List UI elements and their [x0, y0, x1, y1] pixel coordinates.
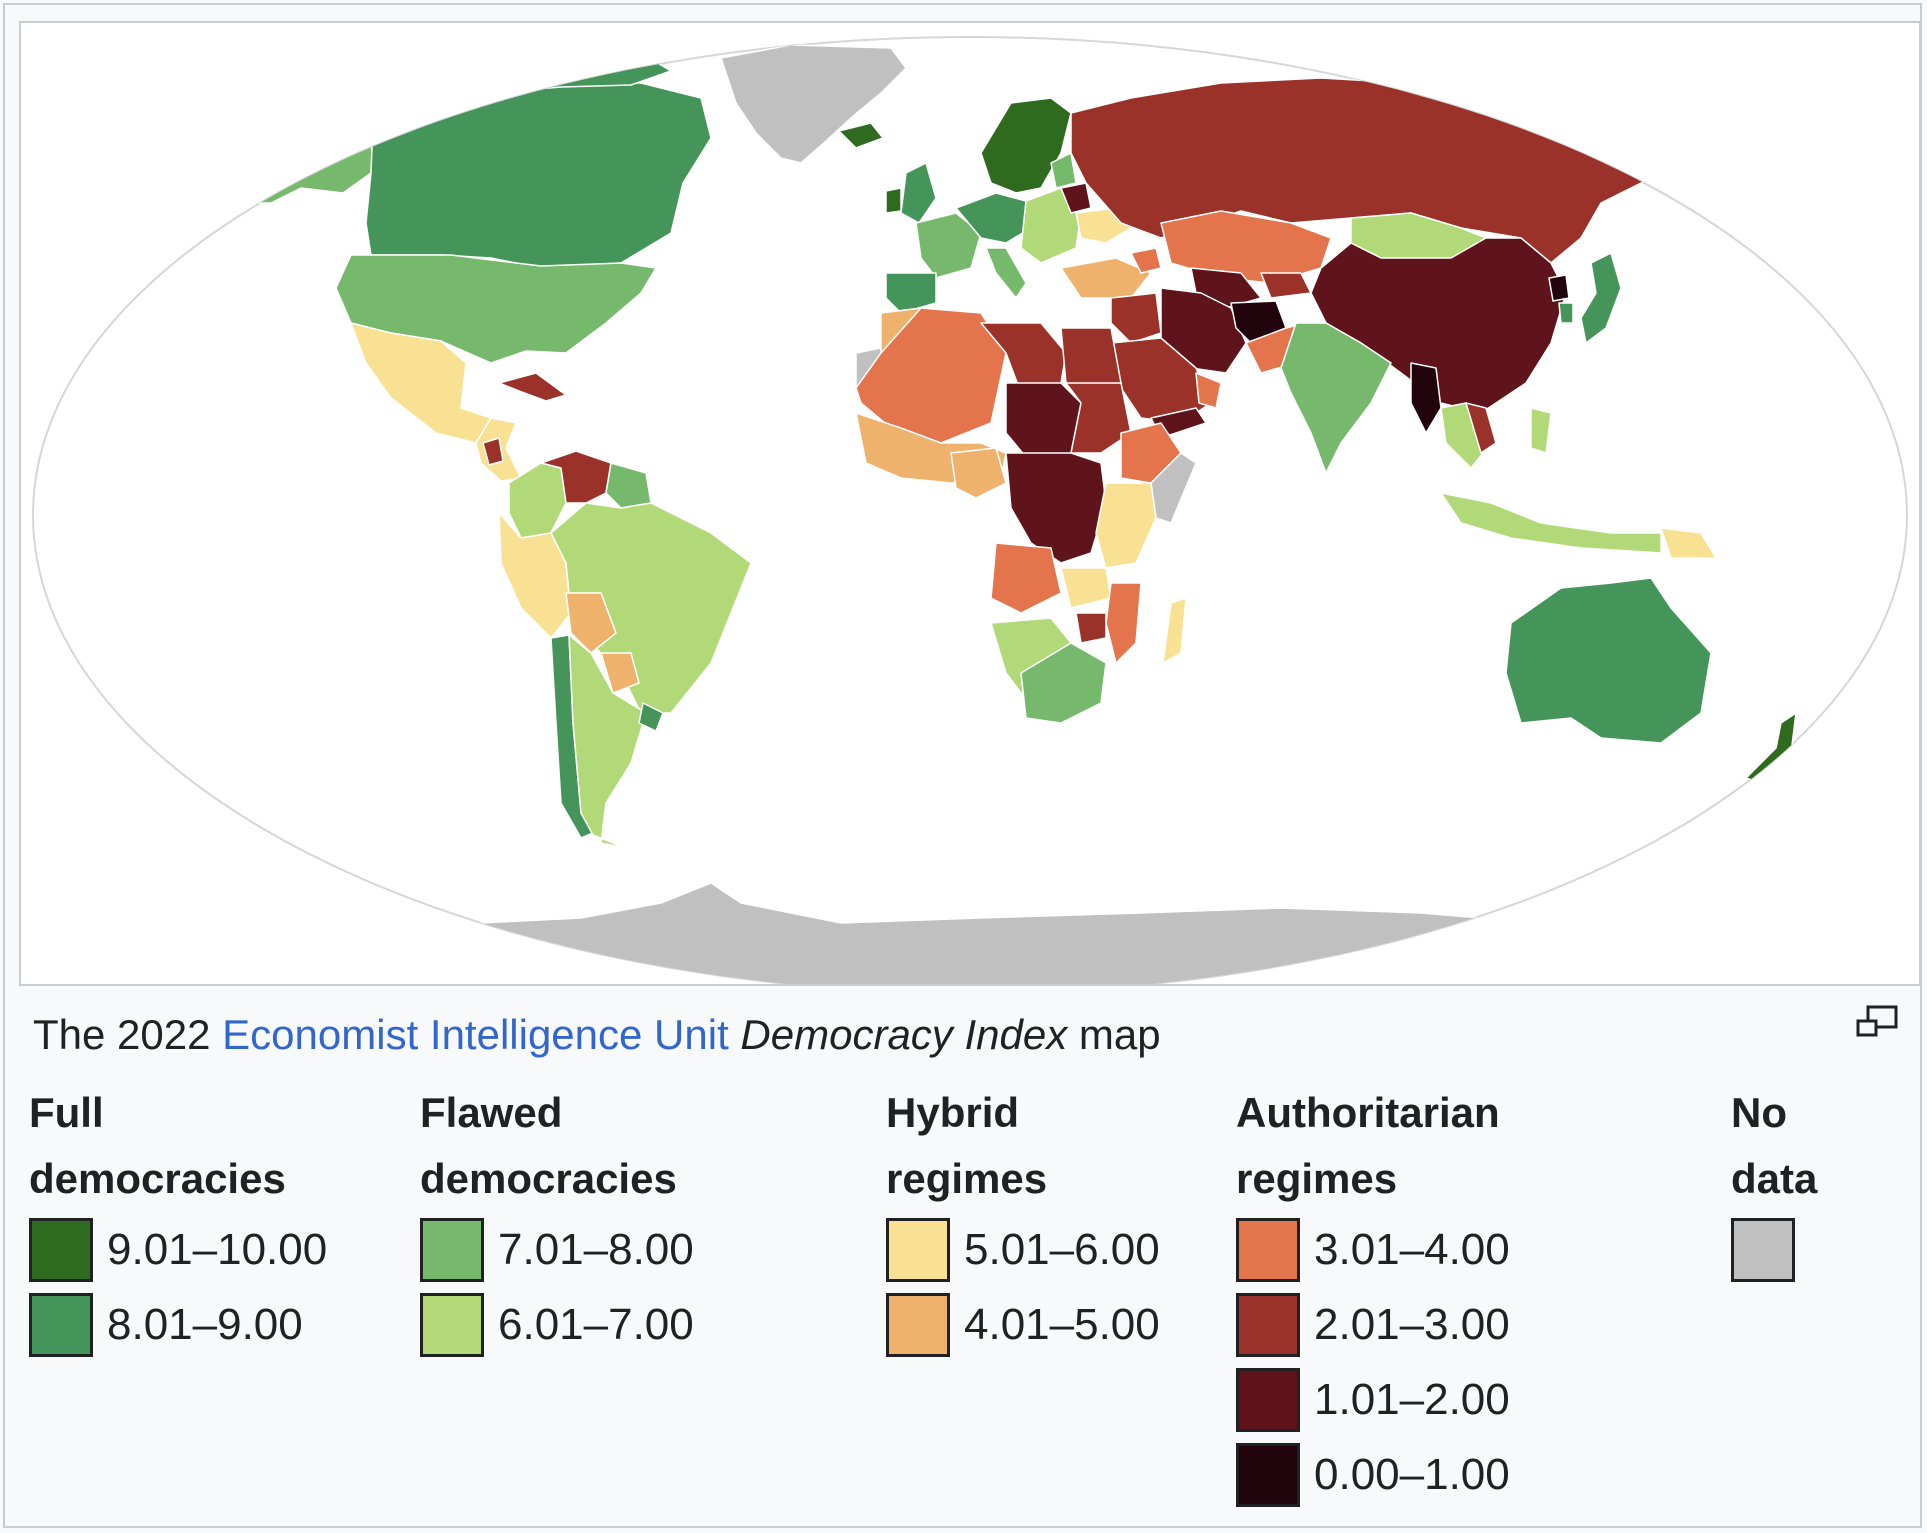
region-cuba[interactable]	[498, 372, 567, 402]
region-venezuela[interactable]	[540, 450, 612, 504]
legend-swatch	[29, 1217, 93, 1282]
region-south-korea[interactable]	[1558, 302, 1574, 324]
legend-label: 3.01–4.00	[1314, 1224, 1510, 1274]
legend-swatch	[1731, 1217, 1795, 1282]
region-turkey[interactable]	[1060, 257, 1152, 299]
infobox-frame: The 2022 Economist Intelligence Unit Dem…	[3, 3, 1922, 1528]
region-png[interactable]	[1660, 527, 1717, 559]
legend-swatch	[420, 1292, 484, 1357]
region-caucasus[interactable]	[1130, 247, 1162, 274]
region-iraq-syria[interactable]	[1110, 292, 1162, 344]
region-south-africa[interactable]	[1020, 642, 1107, 724]
legend-label: 6.01–7.00	[498, 1299, 694, 1349]
region-scandinavia[interactable]	[980, 97, 1072, 194]
region-philippines[interactable]	[1530, 407, 1552, 454]
legend-label: 0.00–1.00	[1314, 1449, 1510, 1499]
legend-item: 7.01–8.00	[420, 1212, 694, 1287]
legend-swatch	[1236, 1367, 1300, 1432]
world-map[interactable]	[19, 21, 1921, 986]
region-iceland[interactable]	[838, 122, 884, 149]
legend-label: 9.01–10.00	[107, 1224, 328, 1274]
legend-group-no-data: No data	[1731, 1080, 1817, 1287]
legend-label: 5.01–6.00	[964, 1224, 1160, 1274]
caption-suffix: map	[1067, 1011, 1161, 1058]
region-east-africa[interactable]	[1095, 482, 1157, 569]
legend-label: 8.01–9.00	[107, 1299, 303, 1349]
region-baltics[interactable]	[1050, 152, 1077, 189]
region-nigeria[interactable]	[950, 447, 1007, 499]
legend-item: 4.01–5.00	[886, 1287, 1160, 1362]
region-central-africa[interactable]	[1005, 452, 1107, 564]
region-greenland[interactable]	[720, 44, 907, 164]
region-angola[interactable]	[990, 542, 1062, 614]
legend-item: 1.01–2.00	[1236, 1362, 1510, 1437]
legend-label: 4.01–5.00	[964, 1299, 1160, 1349]
legend-group-full-democracies: Full democracies 9.01–10.00 8.01–9.00	[29, 1080, 327, 1362]
legend-swatch	[886, 1292, 950, 1357]
region-india[interactable]	[1280, 322, 1392, 474]
legend-group-title: Full democracies	[29, 1089, 286, 1202]
legend-swatch	[29, 1292, 93, 1357]
caption-title: Democracy Index	[740, 1011, 1068, 1058]
legend-swatch	[1236, 1442, 1300, 1507]
legend-item: 0.00–1.00	[1236, 1437, 1510, 1512]
legend-group-flawed-democracies: Flawed democracies 7.01–8.00 6.01–7.00	[420, 1080, 694, 1362]
legend-item: 8.01–9.00	[29, 1287, 327, 1362]
region-myanmar[interactable]	[1410, 362, 1442, 434]
legend-item: 2.01–3.00	[1236, 1287, 1510, 1362]
region-sudan[interactable]	[1065, 382, 1132, 454]
legend-group-title: Hybrid regimes	[886, 1089, 1048, 1202]
legend-label: 1.01–2.00	[1314, 1374, 1510, 1424]
legend-swatch	[420, 1217, 484, 1282]
enlarge-icon[interactable]	[1854, 1003, 1902, 1043]
region-paraguay[interactable]	[600, 652, 640, 694]
legend-swatch	[1236, 1217, 1300, 1282]
caption-prefix: The 2022	[33, 1011, 223, 1058]
region-japan[interactable]	[1580, 252, 1622, 344]
region-vietnam[interactable]	[1465, 402, 1497, 454]
region-belarus[interactable]	[1060, 182, 1092, 214]
caption-link[interactable]: Economist Intelligence Unit	[222, 1011, 729, 1058]
region-oman[interactable]	[1195, 372, 1222, 409]
legend-label: 7.01–8.00	[498, 1224, 694, 1274]
region-north-korea[interactable]	[1548, 274, 1570, 302]
region-australia[interactable]	[1505, 577, 1712, 744]
region-uruguay[interactable]	[638, 702, 664, 732]
region-france[interactable]	[915, 212, 982, 279]
legend-group-title: No data	[1731, 1089, 1818, 1202]
region-canada[interactable]	[360, 82, 712, 269]
region-zimbabwe[interactable]	[1075, 612, 1107, 644]
legend-group-title: Authoritarian regimes	[1236, 1089, 1500, 1202]
legend-label: 2.01–3.00	[1314, 1299, 1510, 1349]
region-bolivia[interactable]	[565, 592, 617, 654]
legend-item: 5.01–6.00	[886, 1212, 1160, 1287]
legend-item: 3.01–4.00	[1236, 1212, 1510, 1287]
region-southeast-asia[interactable]	[1440, 402, 1492, 469]
region-argentina[interactable]	[568, 634, 647, 849]
legend-group-title: Flawed democracies	[420, 1089, 677, 1202]
region-ireland[interactable]	[885, 187, 902, 214]
legend-swatch	[886, 1217, 950, 1282]
legend-swatch	[1236, 1292, 1300, 1357]
legend-item	[1731, 1212, 1817, 1287]
region-uk[interactable]	[900, 162, 937, 224]
legend-item: 6.01–7.00	[420, 1287, 694, 1362]
legend-item: 9.01–10.00	[29, 1212, 327, 1287]
region-mozambique[interactable]	[1105, 582, 1142, 664]
legend-group-hybrid-regimes: Hybrid regimes 5.01–6.00 4.01–5.00	[886, 1080, 1160, 1362]
world-map-svg	[32, 36, 1908, 984]
region-madagascar[interactable]	[1162, 597, 1187, 664]
region-nicaragua[interactable]	[482, 437, 504, 466]
region-italy[interactable]	[985, 247, 1027, 299]
legend-group-authoritarian-regimes: Authoritarian regimes 3.01–4.00 2.01–3.0…	[1236, 1080, 1510, 1512]
map-caption: The 2022 Economist Intelligence Unit Dem…	[33, 1010, 1161, 1060]
region-indonesia[interactable]	[1440, 492, 1662, 554]
